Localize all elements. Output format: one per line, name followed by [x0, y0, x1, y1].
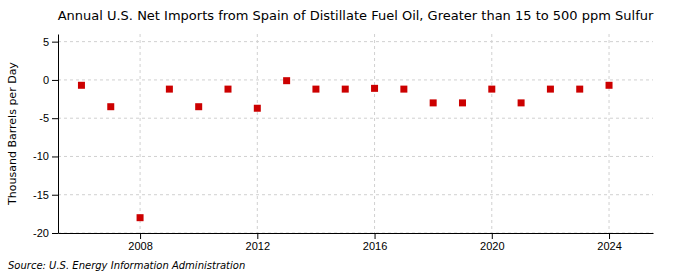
tick-mark: [257, 233, 258, 239]
tick-mark: [52, 118, 58, 119]
grid-line: [257, 34, 258, 233]
point: [371, 85, 378, 92]
grid-line: [58, 79, 653, 80]
tick-mark: [52, 195, 58, 196]
x-axis: 2008 2012 2016 2020 2024: [59, 233, 654, 252]
tick-mark: [609, 233, 610, 239]
tick: 2020: [480, 233, 504, 252]
grid-line: [491, 34, 492, 233]
point: [430, 99, 437, 106]
grid-line: [58, 156, 653, 157]
plot-area: 2008 2012 2016 2020 2024 5 0 -5 -10 -15 -20: [33, 34, 653, 252]
point: [606, 82, 613, 89]
tick-label: 2016: [363, 240, 387, 252]
tick: 2012: [246, 233, 270, 252]
point: [459, 99, 466, 106]
tick-mark: [52, 80, 58, 81]
tick-label: -10: [33, 150, 49, 162]
tick: -15: [33, 189, 58, 201]
point: [254, 105, 261, 112]
grid-line: [58, 118, 653, 119]
tick-label: 2024: [597, 240, 621, 252]
point: [518, 99, 525, 106]
tick: -10: [33, 150, 58, 162]
tick: 2024: [597, 233, 621, 252]
grid-line: [140, 34, 141, 233]
point: [488, 86, 495, 93]
grid-line: [374, 34, 375, 233]
annotation: Source: U.S. Energy Information Administ…: [8, 260, 245, 271]
title: Annual U.S. Net Imports from Spain of Di…: [58, 8, 654, 23]
points: [78, 77, 613, 221]
point: [400, 86, 407, 93]
tick-mark: [52, 42, 58, 43]
tick-mark: [52, 156, 58, 157]
point: [78, 82, 85, 89]
tick: 5: [43, 36, 58, 48]
point: [576, 86, 583, 93]
point: [107, 103, 114, 110]
tick-mark: [140, 233, 141, 239]
tick-label: 2008: [128, 240, 152, 252]
point: [283, 77, 290, 84]
y-axis-label: Thousand Barrels per Day: [6, 62, 19, 206]
tick-mark: [52, 233, 58, 234]
tick: 2008: [128, 233, 152, 252]
tick: 2016: [363, 233, 387, 252]
point: [166, 86, 173, 93]
tick-label: -15: [33, 189, 49, 201]
tick-label: 2012: [246, 240, 270, 252]
tick-mark: [375, 233, 376, 239]
tick-label: 0: [43, 74, 49, 86]
point: [225, 86, 232, 93]
tick-label: -5: [39, 112, 49, 124]
tick-label: 2020: [480, 240, 504, 252]
axis-line: [59, 233, 654, 234]
point: [547, 86, 554, 93]
chart: 2008 2012 2016 2020 2024 5 0 -5 -10 -15 -20 Annual …: [0, 0, 675, 275]
grid-line: [58, 194, 653, 195]
grid: [58, 34, 653, 233]
grid-line: [58, 41, 653, 42]
tick-label: -20: [33, 227, 49, 239]
grid-line: [609, 34, 610, 233]
tick: -20: [33, 227, 58, 239]
tick: 0: [43, 74, 58, 86]
tick-label: 5: [43, 36, 49, 48]
y-axis: 5 0 -5 -10 -15 -20: [33, 35, 58, 240]
tick: -5: [39, 112, 58, 124]
grid-line: [58, 233, 653, 234]
point: [137, 214, 144, 221]
point: [195, 103, 202, 110]
tick-mark: [492, 233, 493, 239]
axis-line: [58, 35, 59, 234]
point: [312, 86, 319, 93]
point: [342, 86, 349, 93]
